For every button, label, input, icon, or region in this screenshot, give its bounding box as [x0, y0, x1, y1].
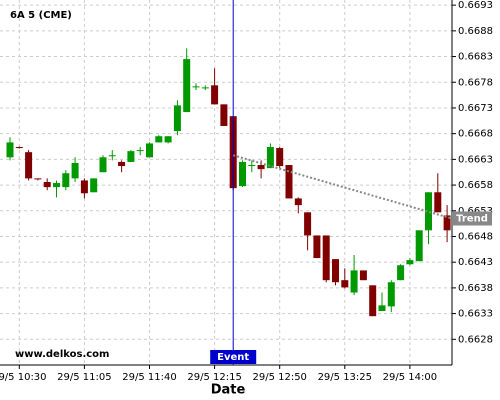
- y-tick-label: 0.6668: [458, 129, 493, 140]
- candle-body: [313, 235, 321, 259]
- candle-body: [99, 157, 107, 173]
- candle-body: [108, 155, 116, 157]
- candle-body: [164, 136, 172, 143]
- y-tick-label: 0.6643: [458, 257, 493, 268]
- candle-body: [136, 150, 144, 152]
- candle-body: [443, 215, 451, 231]
- x-tick-label: 29/5 10:30: [0, 372, 47, 383]
- candle-body: [155, 136, 163, 143]
- x-axis-label: Date: [211, 383, 246, 398]
- candle-body: [146, 143, 153, 158]
- candle-body: [387, 282, 395, 307]
- candle-body: [434, 192, 442, 213]
- event-label: Event: [217, 352, 249, 363]
- candle-body: [53, 183, 60, 188]
- candle-body: [15, 147, 23, 149]
- candle-body: [341, 280, 349, 288]
- candle-body: [80, 180, 88, 194]
- candle-body: [62, 173, 70, 188]
- x-tick-label: 29/5 13:25: [318, 372, 372, 383]
- x-tick-label: 29/5 11:40: [122, 372, 176, 383]
- y-tick-label: 0.6678: [458, 77, 493, 88]
- candle-body: [406, 260, 414, 265]
- candle-body: [118, 161, 126, 167]
- x-tick-label: 29/5 12:50: [252, 372, 306, 383]
- y-tick-label: 0.6673: [458, 103, 493, 114]
- candle-body: [322, 235, 330, 281]
- watermark: www.delkos.com: [15, 349, 109, 360]
- candle-body: [397, 265, 405, 281]
- candle-body: [220, 104, 228, 126]
- candle-body: [201, 87, 209, 89]
- candle-body: [285, 165, 293, 199]
- candle-body: [294, 198, 302, 206]
- candle-body: [359, 270, 367, 281]
- candle-body: [192, 86, 200, 88]
- candle-body: [6, 142, 14, 158]
- candle-body: [211, 85, 219, 105]
- candle-body: [239, 161, 246, 187]
- chart-title: 6A 5 (CME): [10, 10, 72, 21]
- y-tick-label: 0.6663: [458, 154, 493, 165]
- candle-body: [25, 152, 33, 179]
- y-tick-label: 0.6688: [458, 26, 493, 37]
- y-tick-label: 0.6633: [458, 309, 493, 320]
- y-tick-label: 0.6648: [458, 231, 493, 242]
- candle-body: [90, 178, 98, 193]
- candle-body: [248, 165, 256, 167]
- y-tick-label: 0.6653: [458, 206, 493, 217]
- event-box: [210, 350, 257, 364]
- candle-body: [34, 178, 42, 180]
- y-tick-label: 0.6638: [458, 283, 493, 294]
- candle-body: [43, 181, 51, 188]
- trend-label: Trend: [456, 213, 488, 224]
- candle-body: [266, 147, 274, 169]
- candle-body: [276, 148, 284, 167]
- candle-body: [378, 305, 386, 312]
- candle-body: [332, 259, 339, 283]
- y-tick-label: 0.6658: [458, 180, 493, 191]
- trend-line: [232, 154, 453, 220]
- candle-body: [304, 212, 312, 236]
- candle-body: [350, 270, 358, 293]
- trend-box: [452, 211, 492, 226]
- candle-body: [425, 192, 432, 231]
- candle-body: [257, 165, 265, 170]
- x-tick-label: 29/5 12:15: [187, 372, 241, 383]
- candle-body: [183, 59, 191, 113]
- candle-body: [369, 285, 377, 317]
- x-tick-label: 29/5 11:05: [57, 372, 111, 383]
- y-tick-label: 0.6628: [458, 334, 493, 345]
- x-tick-label: 29/5 14:00: [383, 372, 437, 383]
- candle-body: [71, 162, 79, 179]
- candle-body: [415, 230, 423, 262]
- y-tick-label: 0.6683: [458, 52, 493, 63]
- y-tick-label: 0.6693: [458, 0, 493, 11]
- candle-body: [127, 151, 135, 162]
- candle-body: [173, 105, 181, 132]
